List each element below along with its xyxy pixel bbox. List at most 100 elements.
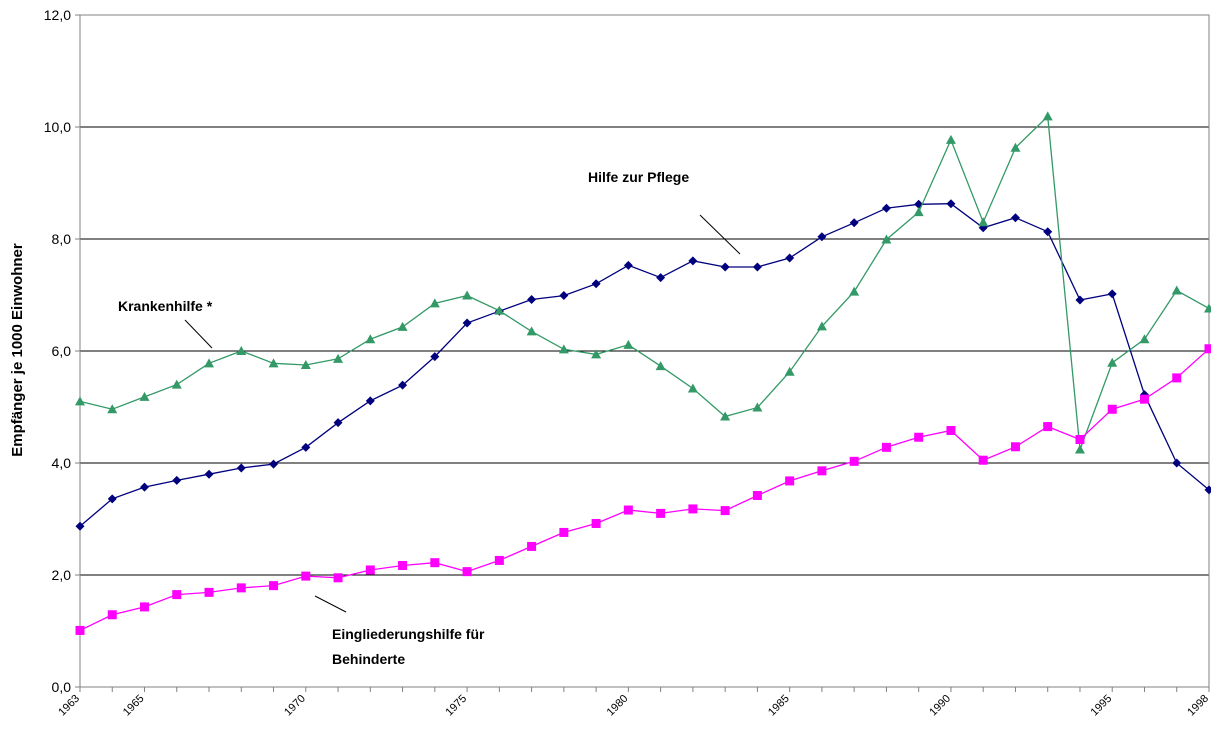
x-tick-label: 1975 [443, 693, 469, 719]
annotation-eingliederungshilfe-line1: Eingliederungshilfe für [332, 626, 485, 642]
y-tick-label: 8,0 [52, 231, 72, 247]
data-point [849, 218, 859, 228]
series-2 [75, 111, 1211, 454]
data-point [623, 339, 634, 349]
x-tick-label: 1990 [927, 693, 953, 719]
data-point [204, 469, 214, 479]
x-axis-ticks: 1963 1965 1970 1975 1980 1985 1990 1995 1998 [56, 687, 1211, 718]
data-point [591, 279, 601, 289]
data-point [913, 207, 924, 217]
data-point [430, 558, 440, 568]
data-point [1204, 344, 1211, 354]
data-point [656, 508, 666, 518]
data-point [559, 291, 569, 301]
y-tick-label: 0,0 [52, 679, 72, 695]
data-point [365, 565, 375, 575]
annotation-krankenhilfe: Krankenhilfe * [118, 298, 213, 314]
data-point [204, 358, 215, 368]
series-3 [75, 344, 1211, 635]
data-point [752, 490, 762, 500]
data-point [1204, 303, 1211, 313]
data-point [1204, 485, 1211, 495]
data-point [462, 318, 472, 328]
data-point [462, 290, 473, 300]
data-point [881, 234, 892, 244]
data-point [1139, 334, 1150, 344]
data-point [75, 396, 85, 406]
data-point [494, 555, 504, 565]
data-point [140, 602, 150, 612]
data-point [752, 402, 763, 412]
data-point [688, 504, 698, 514]
data-point [558, 344, 569, 354]
data-point [817, 232, 827, 242]
y-tick-label: 4,0 [52, 455, 72, 471]
data-point [946, 199, 956, 209]
data-point [107, 610, 117, 620]
data-point [623, 505, 633, 515]
data-point [269, 581, 279, 591]
data-point [656, 273, 666, 283]
data-point [720, 262, 730, 272]
data-point [849, 286, 860, 296]
data-point [817, 466, 827, 476]
data-point [623, 260, 633, 270]
data-point [365, 334, 376, 344]
y-tick-label: 2,0 [52, 567, 72, 583]
data-point [881, 442, 891, 452]
data-point [172, 475, 182, 485]
data-point [752, 262, 762, 272]
data-point [172, 590, 182, 600]
data-point [1171, 285, 1182, 295]
data-point [300, 360, 311, 369]
data-point [816, 321, 827, 331]
data-point [1010, 142, 1021, 152]
data-point [462, 567, 472, 577]
data-point [526, 326, 537, 336]
x-tick-label: 1963 [56, 693, 82, 719]
data-point [527, 294, 537, 304]
x-tick-label: 1970 [282, 693, 308, 719]
data-point [333, 353, 344, 363]
y-tick-label: 10,0 [44, 119, 71, 135]
data-point [1075, 295, 1085, 305]
gridlines [80, 126, 1209, 576]
data-point [236, 346, 247, 355]
data-point [914, 432, 924, 442]
data-point [1107, 289, 1117, 299]
data-point [333, 418, 343, 428]
data-point [75, 521, 85, 531]
data-point [398, 560, 408, 570]
data-point [784, 366, 795, 376]
x-tick-label: 1985 [766, 693, 792, 719]
data-point [720, 506, 730, 516]
data-point [301, 571, 311, 581]
pflege-leader-line [699, 214, 741, 255]
data-point [75, 625, 85, 635]
y-axis-ticks: 0,0 2,0 4,0 6,0 8,0 10,0 12,0 [44, 7, 80, 695]
data-point [720, 411, 731, 421]
data-point [365, 396, 375, 406]
x-tick-label: 1995 [1089, 693, 1115, 719]
y-tick-label: 6,0 [52, 343, 72, 359]
data-point [268, 358, 279, 368]
annotation-eingliederungshilfe-line2: Behinderte [332, 651, 405, 667]
y-axis-label: Empfänger je 1000 Einwohner [9, 243, 26, 457]
series-1 [75, 199, 1211, 531]
series-line [79, 348, 1210, 631]
data-point [236, 463, 246, 473]
data-point [1043, 227, 1053, 237]
data-point [107, 494, 117, 504]
data-point [301, 442, 311, 452]
data-point [591, 518, 601, 528]
data-point [1042, 111, 1053, 121]
data-point [1010, 213, 1020, 223]
data-point [978, 217, 989, 227]
data-point [527, 541, 537, 551]
data-point [269, 459, 279, 469]
data-point [1172, 373, 1182, 383]
data-point [397, 321, 408, 331]
data-point [430, 352, 440, 362]
x-tick-label: 1965 [121, 693, 147, 719]
